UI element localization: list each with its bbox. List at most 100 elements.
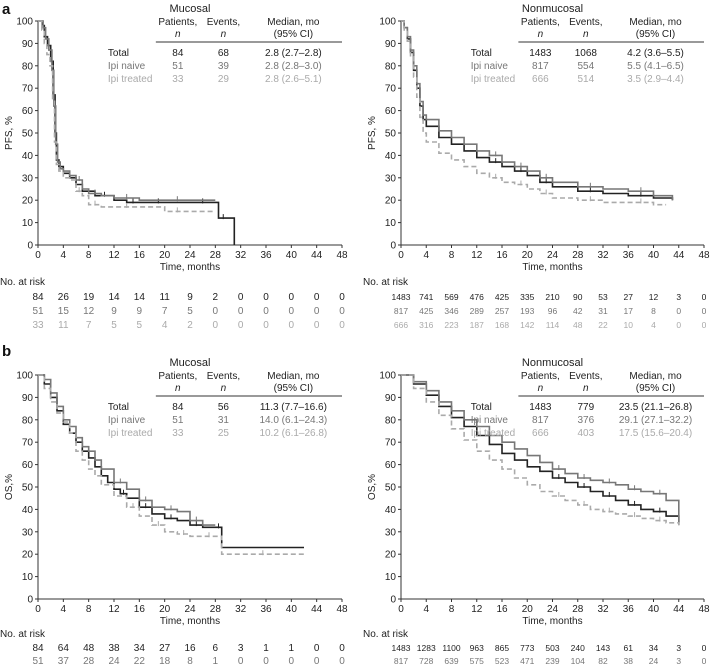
legend-row-patients: 33 [172,428,184,439]
risk-table-cell: 817 [394,306,408,316]
y-tick-label: 80 [22,61,34,72]
risk-table-cell: 53 [598,292,608,302]
risk-table-cell: 0 [702,292,707,302]
risk-table-cell: 82 [598,656,608,665]
x-tick-label: 48 [336,604,348,615]
legend-header-median: Median, mo [267,371,320,382]
chart-title: Mucosal [170,357,211,369]
y-tick-label: 20 [385,196,397,207]
risk-table-cell: 223 [444,320,458,330]
risk-table-heading: No. at risk [0,629,46,640]
y-tick-label: 20 [22,550,34,561]
legend-row-patients: 84 [172,48,184,59]
risk-table-cell: 0 [238,306,244,317]
legend-row-median: 2.8 (2.8–3.0) [265,61,322,72]
risk-table-cell: 104 [571,656,585,665]
risk-table-cell: 575 [470,656,484,665]
y-tick-label: 100 [379,17,396,28]
y-tick-label: 60 [385,460,397,471]
legend-header-patients: Patients, [521,17,560,28]
risk-table-cell: 1483 [392,292,411,302]
y-tick-label: 40 [385,505,397,516]
x-axis-label: Time, months [522,616,582,627]
legend-row-name: Ipi naive [471,415,509,426]
legend-header-events-n: n [583,383,589,394]
risk-table-cell: 728 [419,656,433,665]
y-tick-label: 40 [22,151,34,162]
panel-b-label: b [2,343,11,360]
risk-table-heading: No. at risk [363,277,409,288]
chart-title: Nonmucosal [522,357,583,369]
risk-table-cell: 11 [159,292,170,303]
risk-table-cell: 0 [238,320,244,331]
y-tick-label: 80 [22,415,34,426]
y-tick-label: 90 [22,393,34,404]
legend-row-patients: 666 [532,74,549,85]
legend-row-events: 1068 [575,48,598,59]
x-tick-label: 36 [260,604,272,615]
risk-table-cell: 0 [702,320,707,330]
y-tick-label: 100 [16,371,33,382]
legend-row-events: 376 [577,415,594,426]
x-tick-label: 36 [623,250,635,261]
legend-header-ci: (95% CI) [274,383,313,394]
legend-row-patients: 84 [172,402,184,413]
x-tick-label: 16 [496,250,508,261]
y-tick-label: 90 [22,39,34,50]
x-tick-label: 8 [86,250,92,261]
risk-table-cell: 471 [520,656,534,665]
legend-row-patients: 666 [532,428,549,439]
risk-table-cell: 0 [314,320,320,331]
legend-row-name: Total [471,402,492,413]
y-tick-label: 70 [385,84,397,95]
y-tick-label: 60 [22,460,34,471]
x-tick-label: 20 [522,604,534,615]
x-tick-label: 28 [210,250,222,261]
x-tick-label: 28 [572,604,584,615]
risk-table-cell: 4 [651,320,656,330]
legend-row-name: Ipi treated [108,74,152,85]
legend-row-median: 2.8 (2.6–5.1) [265,74,322,85]
risk-table-cell: 34 [134,643,146,654]
risk-table-cell: 0 [702,643,707,653]
y-tick-label: 40 [385,151,397,162]
risk-table-cell: 0 [289,292,295,303]
risk-table-cell: 0 [263,320,269,331]
legend-header-patients: Patients, [521,371,560,382]
y-tick-label: 30 [22,527,34,538]
risk-table-cell: 1100 [442,643,461,653]
series-line-ipi-treated [401,374,680,526]
risk-table-cell: 257 [495,306,509,316]
risk-table-cell: 28 [83,656,95,665]
legend-row-median: 29.1 (27.1–32.2) [619,415,692,426]
legend-row-median: 4.2 (3.6–5.5) [627,48,684,59]
x-tick-label: 4 [61,604,67,615]
y-tick-label: 20 [22,196,34,207]
legend-header-patients-n: n [538,383,544,394]
risk-table-cell: 773 [520,643,534,653]
risk-table-cell: 1483 [392,643,411,653]
x-tick-label: 40 [648,250,660,261]
risk-table-cell: 142 [520,320,534,330]
legend-row-name: Ipi naive [471,61,509,72]
risk-table-cell: 14 [108,292,120,303]
risk-table-heading: No. at risk [363,629,409,640]
risk-table-cell: 569 [444,292,458,302]
risk-table-cell: 114 [546,320,560,330]
legend-header-ci: (95% CI) [636,29,675,40]
x-axis-label: Time, months [160,616,220,627]
y-tick-label: 50 [22,483,34,494]
risk-table-cell: 34 [649,643,659,653]
x-tick-label: 28 [572,250,584,261]
risk-table-cell: 0 [238,292,244,303]
legend-row-name: Ipi treated [108,428,152,439]
risk-table-cell: 666 [394,320,408,330]
risk-table-cell: 9 [111,306,117,317]
risk-table-cell: 817 [394,656,408,665]
legend-row-name: Ipi treated [471,74,515,85]
series-line-total [401,374,680,526]
legend-row-events: 68 [218,48,230,59]
risk-table-cell: 7 [86,320,92,331]
risk-table-cell: 2 [187,320,193,331]
